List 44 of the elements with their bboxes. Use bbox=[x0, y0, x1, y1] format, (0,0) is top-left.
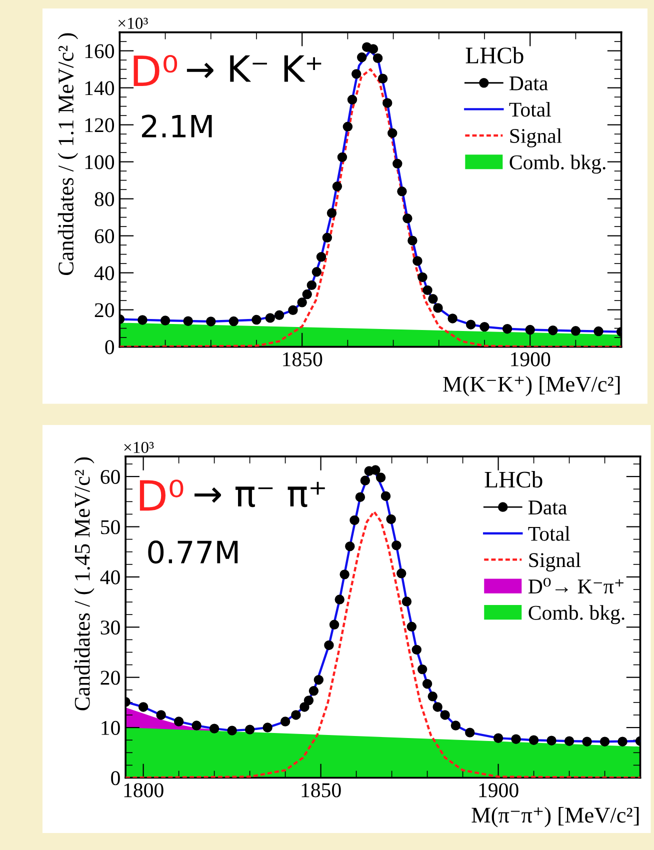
legend-label: Total bbox=[509, 102, 551, 117]
y-tick-label: 50 bbox=[101, 520, 120, 534]
y-axis-title: Candidates / ( 1.1 MeV/c² ) bbox=[58, 33, 78, 276]
y-tick-label: 0 bbox=[111, 771, 120, 786]
legend-label: Total bbox=[528, 526, 570, 541]
y-tick-label: 60 bbox=[100, 470, 120, 484]
y-tick-label: 30 bbox=[100, 620, 120, 635]
y-tick-label: 10 bbox=[102, 720, 120, 735]
annotation: 0.77M bbox=[148, 540, 238, 564]
x-tick-label: 1900 bbox=[479, 783, 518, 798]
x-tick-label: 1900 bbox=[511, 352, 550, 366]
y-tick-label: 40 bbox=[100, 570, 120, 584]
y-tick-label: 0 bbox=[105, 340, 114, 354]
x-tick-label: 1850 bbox=[283, 352, 322, 366]
y-tick-label: 100 bbox=[85, 155, 114, 170]
y-tick-label: 120 bbox=[85, 118, 114, 132]
legend-title: LHCb bbox=[484, 471, 542, 488]
y-tick-label: 80 bbox=[94, 192, 114, 206]
legend-title: LHCb bbox=[466, 46, 524, 64]
legend-label: Signal bbox=[510, 128, 562, 148]
x-axis-title: M(π⁻π⁺) [MeV/c²] bbox=[472, 807, 639, 828]
y-axis-title: Candidates / ( 1.45 MeV/c² ) bbox=[74, 457, 94, 710]
y-tick-label: 140 bbox=[85, 81, 114, 96]
legend-label: Data bbox=[510, 76, 548, 90]
legend-label: Comb. bkg. bbox=[510, 154, 606, 174]
y-tick-label: 60 bbox=[94, 229, 114, 244]
annotation: D⁰ bbox=[140, 480, 184, 511]
x-tick-label: 1800 bbox=[124, 783, 164, 798]
y-tick-label: 160 bbox=[85, 44, 114, 58]
annotation: → π⁻ π⁺ bbox=[194, 482, 325, 508]
legend-label: Signal bbox=[529, 552, 581, 572]
legend-label: Data bbox=[528, 500, 567, 515]
legend-label: Comb. bkg. bbox=[528, 605, 624, 624]
text: ×10³ bbox=[124, 442, 154, 454]
text: ×10³ bbox=[118, 18, 148, 29]
y-tick-label: 40 bbox=[94, 266, 114, 280]
annotation: → K⁻ K⁺ bbox=[186, 55, 322, 82]
y-tick-label: 20 bbox=[100, 670, 120, 685]
x-axis-title: M(K⁻K⁺) [MeV/c²] bbox=[443, 376, 620, 396]
annotation: 2.1M bbox=[142, 114, 212, 138]
x-tick-label: 1850 bbox=[302, 783, 341, 798]
y-tick-label: 20 bbox=[94, 303, 114, 318]
annotation: D⁰ bbox=[134, 55, 178, 86]
legend-label: D⁰→ K⁻π⁺ bbox=[528, 578, 624, 594]
